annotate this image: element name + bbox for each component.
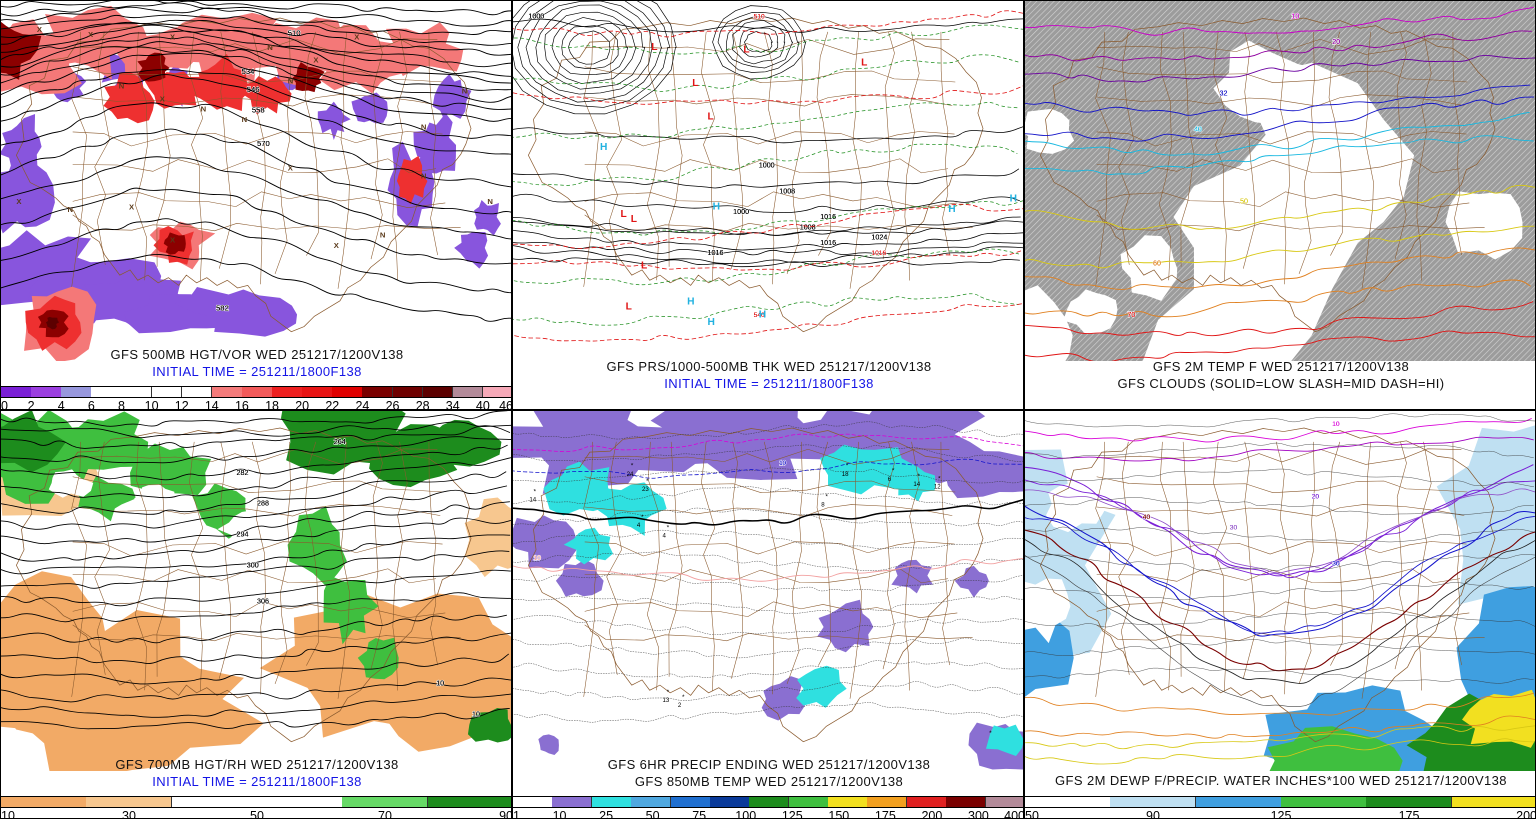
svg-text:X: X xyxy=(37,25,43,34)
svg-text:4: 4 xyxy=(663,533,667,540)
svg-text:*: * xyxy=(938,475,941,482)
svg-text:*: * xyxy=(667,524,670,531)
svg-text:*: * xyxy=(846,463,849,470)
svg-text:10: 10 xyxy=(436,680,444,688)
svg-text:1024: 1024 xyxy=(871,234,887,242)
svg-text:X: X xyxy=(160,94,166,103)
svg-text:X: X xyxy=(313,56,319,65)
svg-text:X: X xyxy=(170,236,176,245)
svg-text:*: * xyxy=(989,730,992,737)
svg-text:50: 50 xyxy=(1240,198,1248,206)
svg-text:L: L xyxy=(861,57,867,68)
svg-text:558: 558 xyxy=(252,106,265,115)
svg-text:2: 2 xyxy=(678,702,682,709)
svg-text:10: 10 xyxy=(1291,12,1299,20)
svg-text:X: X xyxy=(334,241,340,250)
svg-text:40: 40 xyxy=(1194,126,1202,134)
svg-text:510: 510 xyxy=(754,13,765,20)
svg-text:282: 282 xyxy=(237,469,249,477)
svg-text:N: N xyxy=(487,197,493,206)
svg-text:6: 6 xyxy=(888,476,892,483)
svg-text:L: L xyxy=(692,78,698,89)
svg-text:14: 14 xyxy=(913,481,920,488)
svg-text:N: N xyxy=(267,43,273,52)
svg-text:*: * xyxy=(533,488,536,495)
svg-text:10: 10 xyxy=(472,710,480,718)
svg-text:N: N xyxy=(201,105,207,114)
svg-text:H: H xyxy=(948,204,955,215)
svg-text:N: N xyxy=(380,231,386,240)
svg-text:294: 294 xyxy=(237,530,249,538)
svg-text:570: 570 xyxy=(257,139,270,148)
svg-text:X: X xyxy=(16,197,22,206)
svg-text:32: 32 xyxy=(1220,90,1228,98)
svg-text:*: * xyxy=(631,463,634,470)
svg-text:1016: 1016 xyxy=(871,250,886,257)
svg-text:20: 20 xyxy=(1312,493,1320,500)
svg-text:X: X xyxy=(288,164,294,173)
svg-text:L: L xyxy=(743,44,749,55)
svg-text:306: 306 xyxy=(257,597,269,605)
svg-text:N: N xyxy=(68,205,74,214)
svg-text:10: 10 xyxy=(779,460,786,467)
svg-text:40: 40 xyxy=(1143,514,1151,521)
svg-text:20: 20 xyxy=(1332,38,1340,46)
svg-text:1000: 1000 xyxy=(528,12,544,20)
svg-text:300: 300 xyxy=(247,561,259,569)
svg-text:*: * xyxy=(646,478,649,485)
svg-text:N: N xyxy=(421,171,427,180)
svg-text:24: 24 xyxy=(627,471,634,478)
svg-text:1016: 1016 xyxy=(708,249,724,257)
svg-text:1008: 1008 xyxy=(800,223,816,231)
svg-text:18: 18 xyxy=(842,471,849,478)
svg-text:60: 60 xyxy=(1153,259,1161,267)
svg-text:13: 13 xyxy=(663,697,670,704)
svg-text:X: X xyxy=(354,33,360,42)
svg-text:288: 288 xyxy=(257,500,269,508)
svg-text:L: L xyxy=(621,209,627,220)
svg-text:23: 23 xyxy=(642,486,649,493)
svg-text:1016: 1016 xyxy=(820,239,836,247)
svg-text:4: 4 xyxy=(637,522,641,529)
svg-text:10: 10 xyxy=(533,555,541,562)
svg-text:264: 264 xyxy=(334,438,346,446)
svg-text:510: 510 xyxy=(288,28,301,37)
svg-text:X: X xyxy=(129,202,135,211)
svg-text:X: X xyxy=(88,30,94,39)
svg-text:*: * xyxy=(682,694,685,701)
svg-text:H: H xyxy=(713,201,720,212)
svg-text:*: * xyxy=(641,514,644,521)
svg-text:L: L xyxy=(651,42,657,53)
svg-text:582: 582 xyxy=(216,304,229,313)
svg-text:L: L xyxy=(631,214,637,225)
svg-text:1008: 1008 xyxy=(779,187,795,195)
svg-text:*: * xyxy=(825,493,828,500)
svg-text:L: L xyxy=(708,111,714,122)
svg-text:H: H xyxy=(1010,194,1017,205)
svg-text:*: * xyxy=(892,468,895,475)
svg-text:N: N xyxy=(462,87,468,96)
svg-text:N: N xyxy=(242,115,248,124)
svg-text:8: 8 xyxy=(821,502,825,509)
svg-text:30: 30 xyxy=(1332,560,1340,567)
svg-text:14: 14 xyxy=(529,497,536,504)
svg-text:*: * xyxy=(667,689,670,696)
svg-text:H: H xyxy=(759,309,766,320)
svg-text:1000: 1000 xyxy=(733,208,749,216)
svg-text:H: H xyxy=(708,317,715,328)
svg-text:12: 12 xyxy=(934,484,941,491)
svg-text:H: H xyxy=(687,296,694,307)
svg-text:N: N xyxy=(119,81,125,90)
svg-text:L: L xyxy=(626,302,632,313)
svg-text:L: L xyxy=(641,260,647,271)
svg-text:1000: 1000 xyxy=(759,162,775,170)
svg-text:*: * xyxy=(917,473,920,480)
svg-text:70: 70 xyxy=(1127,311,1135,319)
svg-text:10: 10 xyxy=(1332,421,1340,428)
svg-text:X: X xyxy=(170,33,176,42)
svg-text:N: N xyxy=(288,76,294,85)
svg-text:H: H xyxy=(600,142,607,153)
svg-text:N: N xyxy=(421,123,427,132)
svg-text:30: 30 xyxy=(1230,524,1238,531)
